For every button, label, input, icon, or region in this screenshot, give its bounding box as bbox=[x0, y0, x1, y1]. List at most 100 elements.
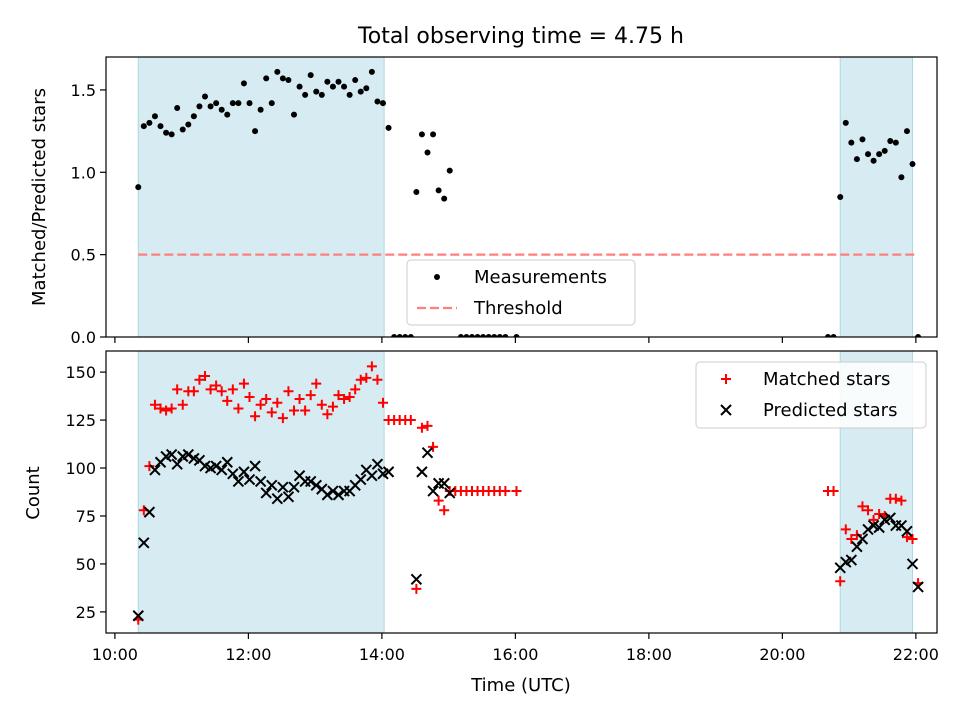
chart-title: Total observing time = 4.75 h bbox=[357, 24, 684, 49]
legend-measurement-marker bbox=[434, 274, 440, 280]
matched-star-point bbox=[355, 374, 366, 385]
measurement-point bbox=[837, 194, 844, 200]
predicted-star-point bbox=[288, 481, 300, 493]
measurement-point bbox=[480, 334, 487, 337]
measurement-point bbox=[168, 131, 175, 138]
measurement-point bbox=[870, 157, 877, 164]
y-tick-label: 75 bbox=[76, 507, 96, 526]
measurement-point bbox=[252, 128, 259, 135]
measurement-point bbox=[887, 138, 894, 144]
measurement-point bbox=[174, 105, 181, 112]
measurement-point bbox=[413, 189, 420, 196]
measurement-point bbox=[368, 68, 375, 75]
predicted-star-point bbox=[438, 477, 450, 490]
matched-star-point bbox=[316, 399, 327, 410]
predicted-star-point bbox=[851, 540, 863, 553]
matched-star-point bbox=[272, 397, 283, 408]
legend-label: Threshold bbox=[473, 298, 563, 319]
measurement-point bbox=[151, 113, 158, 120]
measurement-point bbox=[324, 78, 331, 85]
measurement-point bbox=[307, 72, 314, 79]
y-tick-label: 50 bbox=[76, 555, 96, 574]
matched-star-point bbox=[261, 393, 272, 404]
predicted-star-point bbox=[427, 485, 439, 497]
legend-predicted-marker bbox=[720, 404, 732, 416]
measurement-point bbox=[352, 77, 359, 84]
measurement-point bbox=[163, 129, 170, 136]
predicted-star-point bbox=[856, 533, 869, 545]
x-tick-label: 18:00 bbox=[626, 645, 672, 664]
x-tick-label: 16:00 bbox=[492, 645, 538, 664]
measurement-point bbox=[313, 88, 320, 95]
matched-star-point bbox=[222, 395, 233, 406]
y-tick-label: 100 bbox=[65, 459, 96, 478]
measurement-point bbox=[391, 334, 398, 337]
measurement-point bbox=[474, 334, 481, 337]
predicted-star-point bbox=[243, 473, 256, 486]
matched-star-point bbox=[188, 386, 199, 397]
predicted-star-point bbox=[884, 512, 896, 524]
measurement-point bbox=[207, 103, 214, 110]
legend: Matched stars Predicted stars bbox=[695, 361, 927, 429]
shaded-interval bbox=[137, 57, 385, 337]
measurement-point bbox=[257, 106, 264, 113]
legend-label: Measurements bbox=[474, 267, 607, 288]
matched-star-point bbox=[890, 493, 901, 504]
measurement-point bbox=[374, 98, 381, 105]
predicted-star-point bbox=[227, 468, 239, 480]
x-tick-label: 12:00 bbox=[225, 645, 271, 664]
predicted-star-point bbox=[371, 458, 384, 470]
matched-star-point bbox=[350, 384, 361, 395]
axes-frame bbox=[105, 56, 938, 338]
measurement-point bbox=[876, 151, 883, 158]
predicted-star-point bbox=[327, 485, 339, 497]
legend-label: Predicted stars bbox=[763, 400, 897, 421]
ratio-panel: 0.0 0.5 1.0 1.5 Measurements Threshold bbox=[71, 56, 938, 347]
predicted-star-point bbox=[221, 456, 233, 468]
measurement-point bbox=[903, 128, 910, 135]
measurement-point bbox=[485, 334, 492, 337]
measurement-point bbox=[435, 187, 442, 194]
measurement-point bbox=[418, 131, 425, 138]
predicted-star-point bbox=[271, 493, 284, 505]
matched-star-point bbox=[311, 378, 322, 389]
measurement-point bbox=[396, 334, 403, 337]
shaded-interval bbox=[137, 351, 385, 633]
predicted-star-point bbox=[182, 448, 195, 461]
measurement-point bbox=[185, 121, 192, 128]
legend-label: Matched stars bbox=[763, 369, 890, 390]
measurement-point bbox=[196, 103, 203, 110]
matched-star-point bbox=[149, 399, 160, 410]
matched-star-point bbox=[289, 405, 300, 416]
measurement-point bbox=[302, 91, 309, 98]
predicted-star-point bbox=[416, 466, 428, 478]
measurement-point bbox=[463, 334, 470, 337]
predicted-star-point bbox=[254, 475, 267, 488]
matched-star-point bbox=[194, 374, 205, 385]
axes-frame bbox=[105, 350, 938, 634]
predicted-star-point bbox=[143, 506, 156, 518]
matched-star-point bbox=[283, 386, 294, 397]
y-tick-label: 150 bbox=[65, 363, 96, 382]
y-tick-label: 1.5 bbox=[71, 81, 96, 100]
matched-star-point bbox=[416, 422, 427, 433]
measurement-point bbox=[224, 111, 231, 118]
matched-star-point bbox=[244, 392, 255, 403]
matched-star-point bbox=[851, 530, 862, 541]
matched-star-point bbox=[294, 393, 305, 404]
predicted-star-point bbox=[266, 479, 278, 491]
measurement-point bbox=[346, 91, 353, 98]
bottom-ylabel: Count bbox=[23, 466, 44, 519]
legend-frame bbox=[695, 361, 927, 429]
predicted-star-point bbox=[355, 473, 367, 486]
predicted-star-point bbox=[873, 521, 885, 534]
measurement-point bbox=[357, 88, 364, 95]
predicted-star-point bbox=[304, 475, 317, 488]
predicted-star-point bbox=[444, 487, 456, 499]
measurement-point bbox=[824, 334, 831, 337]
measurement-point bbox=[909, 161, 916, 168]
predicted-star-point bbox=[165, 448, 178, 461]
predicted-star-point bbox=[332, 489, 345, 501]
measurement-point bbox=[235, 100, 242, 107]
measurement-point bbox=[179, 126, 186, 133]
